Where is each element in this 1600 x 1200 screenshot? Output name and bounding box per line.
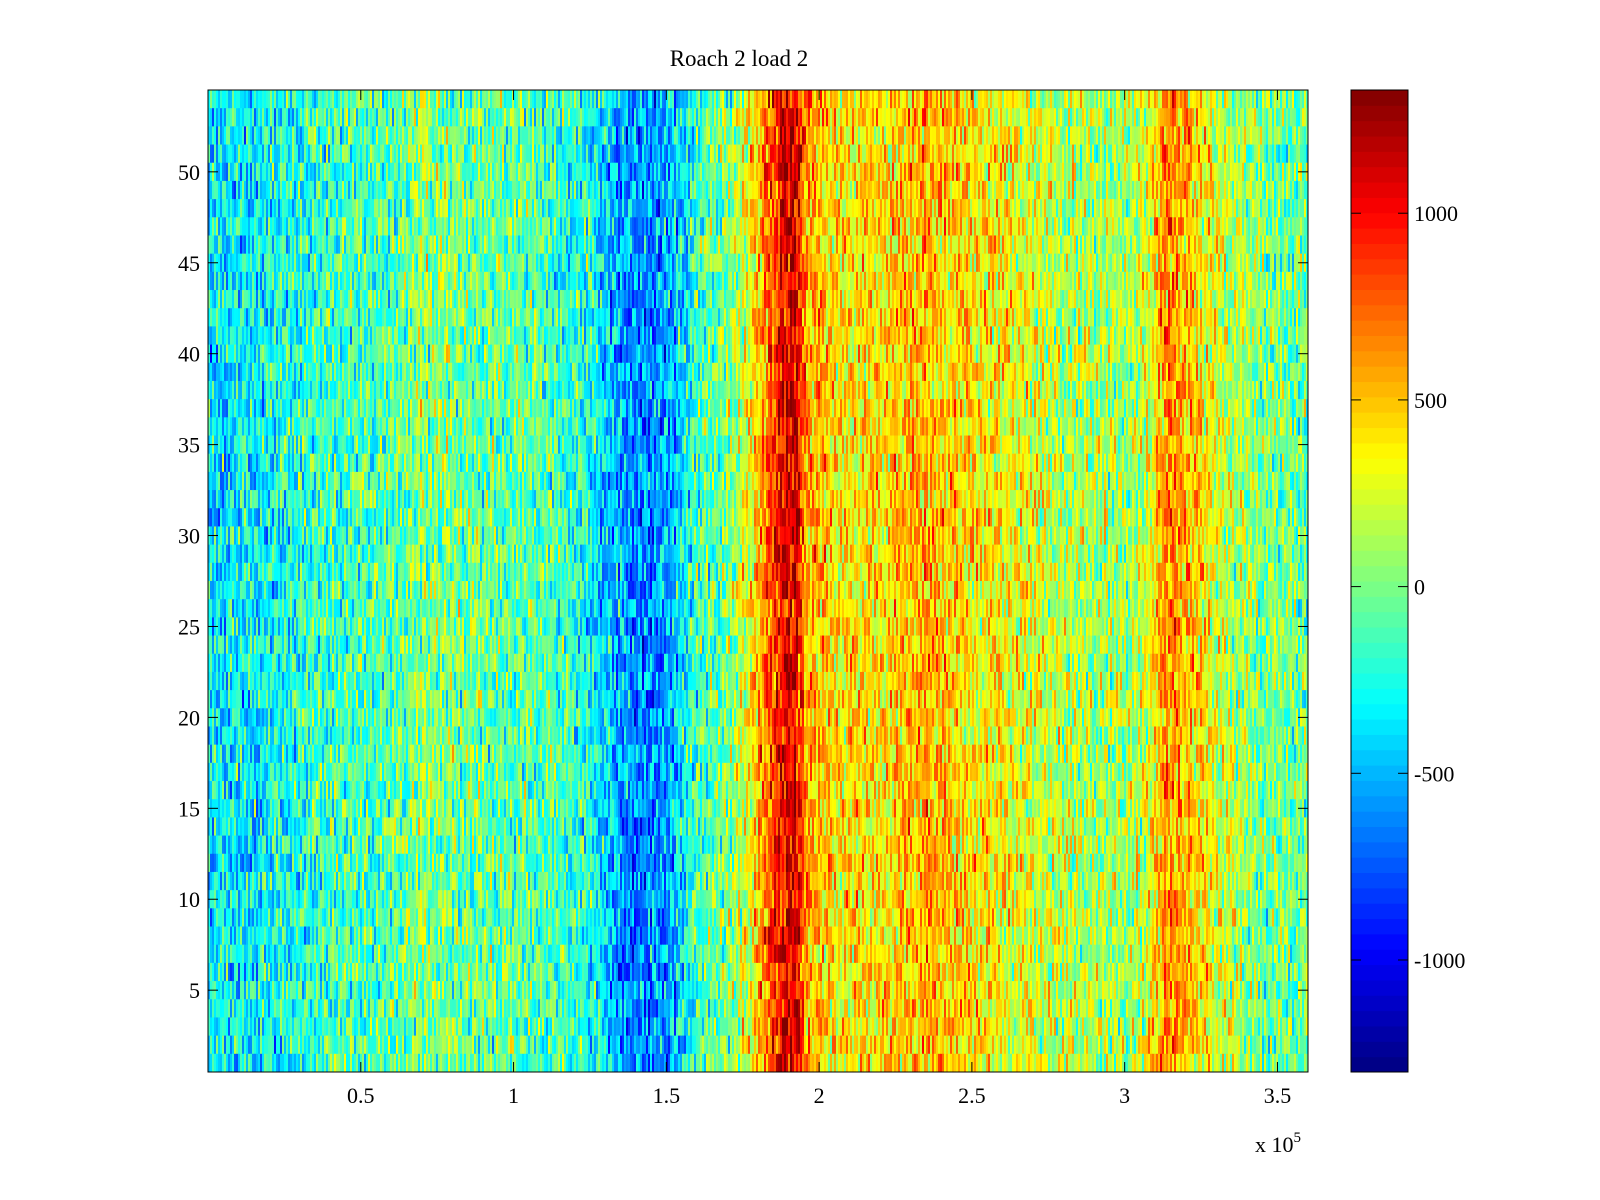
chart-title: Roach 2 load 2	[670, 46, 809, 71]
heatmap-cells	[208, 90, 1308, 1072]
